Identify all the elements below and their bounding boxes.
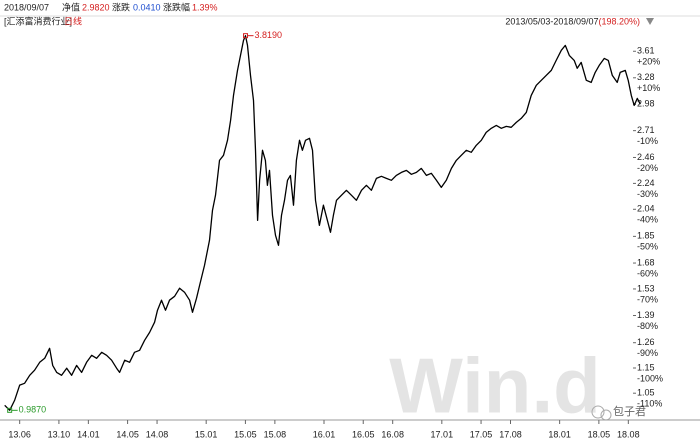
y-tick-label: 2.46 xyxy=(637,152,655,162)
x-tick-label: 16.01 xyxy=(313,429,336,439)
fund-name: [汇添富消费行业] xyxy=(4,15,72,26)
change-label: 涨跌 xyxy=(112,2,130,12)
y-tick-label: 1.05 xyxy=(637,388,655,398)
x-tick-label: 14.08 xyxy=(146,429,169,439)
y-tick-label: 1.53 xyxy=(637,283,655,293)
x-tick-label: 14.01 xyxy=(77,429,100,439)
x-tick-label: 15.05 xyxy=(234,429,257,439)
pct-value: 1.39% xyxy=(192,2,218,12)
x-tick-label: 16.08 xyxy=(381,429,404,439)
period-return: (198.20%) xyxy=(598,16,640,26)
y-tick-label: 2.24 xyxy=(637,178,655,188)
y-tick-change-label: -60% xyxy=(637,268,658,278)
y-tick-label: 3.28 xyxy=(637,72,655,82)
plot: 3.61+20% 3.28+10% 2.98 2.71-10% 2.46-20% 2.24… xyxy=(0,30,700,439)
y-tick-label: 2.04 xyxy=(637,204,655,214)
change-value: 0.0410 xyxy=(133,2,161,12)
y-tick-change-label: -40% xyxy=(637,215,658,225)
pct-label: 涨跌幅 xyxy=(163,1,190,12)
nav-label: 净值 xyxy=(62,1,80,12)
y-tick-label: 2.98 xyxy=(637,99,655,109)
x-tick-label: 13.10 xyxy=(48,429,71,439)
y-tick-label: 1.85 xyxy=(637,231,655,241)
nav-line xyxy=(4,35,641,411)
annotation: 3.8190 xyxy=(255,30,283,40)
wechat-icon xyxy=(591,405,605,419)
period-type: 日线 xyxy=(64,15,82,26)
watermark: Win.d xyxy=(389,342,601,430)
y-tick-label: 3.61 xyxy=(637,46,655,56)
y-tick-change-label: -50% xyxy=(637,242,658,252)
x-tick-label: 14.05 xyxy=(116,429,139,439)
y-tick-label: 2.71 xyxy=(637,125,655,135)
y-tick-change-label: +20% xyxy=(637,57,660,67)
y-tick-label: 1.15 xyxy=(637,362,655,372)
x-tick-label: 18.05 xyxy=(588,429,611,439)
y-tick-change-label: -10% xyxy=(637,136,658,146)
x-tick-label: 16.05 xyxy=(352,429,375,439)
x-tick-label: 17.01 xyxy=(431,429,454,439)
y-tick-label: 1.39 xyxy=(637,310,655,320)
y-tick-label: 1.68 xyxy=(637,257,655,267)
period: 2013/05/03-2018/09/07 xyxy=(505,16,598,26)
y-tick-change-label: -90% xyxy=(637,348,658,358)
y-tick-change-label: -20% xyxy=(637,163,658,173)
y-tick-change-label: -30% xyxy=(637,189,658,199)
y-tick-change-label: -100% xyxy=(637,373,663,383)
x-tick-label: 17.08 xyxy=(499,429,522,439)
annotation: 0.9870 xyxy=(19,405,47,415)
y-tick-change-label: -80% xyxy=(637,321,658,331)
x-tick-label: 18.08 xyxy=(617,429,640,439)
x-tick-label: 15.08 xyxy=(264,429,287,439)
nav-value: 2.9820 xyxy=(82,2,110,12)
header-date: 2018/09/07 xyxy=(4,2,49,12)
badge: 包子君 xyxy=(613,405,646,418)
y-tick-change-label: -70% xyxy=(637,294,658,304)
x-tick-label: 17.05 xyxy=(470,429,493,439)
y-tick-change-label: +10% xyxy=(637,83,660,93)
y-tick-label: 1.26 xyxy=(637,337,655,347)
x-tick-label: 15.01 xyxy=(195,429,218,439)
x-tick-label: 18.01 xyxy=(548,429,571,439)
dropdown-icon[interactable] xyxy=(646,18,654,25)
y-tick-change-label: -110% xyxy=(637,399,662,409)
x-tick-label: 13.06 xyxy=(8,429,31,439)
